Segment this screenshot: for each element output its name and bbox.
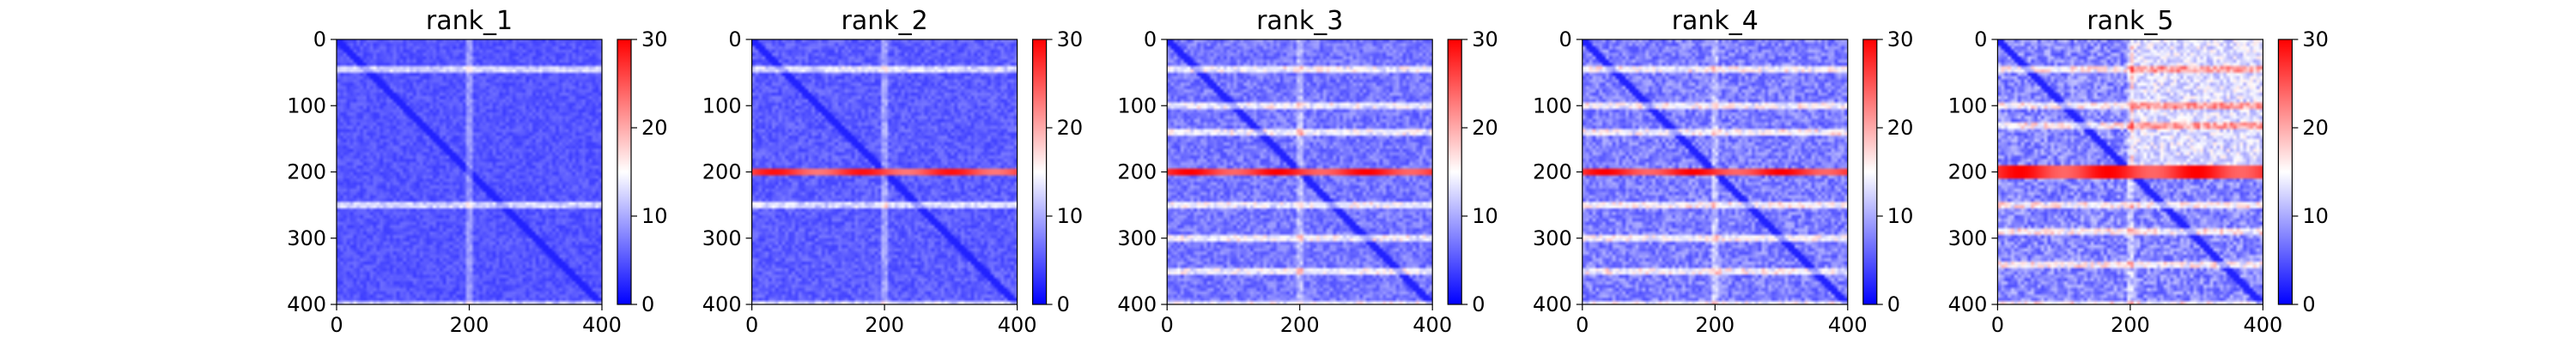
y-tick-label: 400 xyxy=(1948,292,1988,316)
colorbar-tick-label: 0 xyxy=(641,292,654,316)
colorbar-tick-label: 20 xyxy=(2302,116,2329,140)
colorbar-tick-label: 10 xyxy=(641,204,668,228)
x-tick-label: 0 xyxy=(330,313,343,337)
panel-title: rank_3 xyxy=(1256,6,1343,36)
x-tick-label: 200 xyxy=(450,313,489,337)
colorbar xyxy=(1447,39,1462,305)
x-tick-label: 0 xyxy=(1991,313,2004,337)
y-tick-label: 300 xyxy=(287,226,326,250)
y-tick-label: 0 xyxy=(1974,27,1987,51)
colorbar xyxy=(2277,39,2293,305)
colorbar-tick-label: 30 xyxy=(1057,27,1084,51)
x-tick-label: 200 xyxy=(865,313,904,337)
colorbar-tick-label: 10 xyxy=(1057,204,1084,228)
panel-title: rank_1 xyxy=(426,6,513,36)
heatmap-image xyxy=(1167,39,1433,304)
heatmap-image xyxy=(751,39,1018,304)
x-tick-label: 400 xyxy=(582,313,622,337)
heatmap-image xyxy=(1997,39,2263,304)
y-tick-label: 200 xyxy=(702,160,742,184)
colorbar-tick-label: 20 xyxy=(1887,116,1914,140)
y-tick-label: 400 xyxy=(1117,292,1157,316)
x-tick-label: 400 xyxy=(2243,313,2282,337)
x-tick-label: 400 xyxy=(1828,313,1868,337)
panel-title: rank_5 xyxy=(2087,6,2173,36)
x-tick-label: 0 xyxy=(745,313,758,337)
x-tick-label: 0 xyxy=(1161,313,1174,337)
x-tick-label: 200 xyxy=(2111,313,2150,337)
colorbar-tick-label: 30 xyxy=(1472,27,1498,51)
y-tick-label: 200 xyxy=(1533,160,1572,184)
y-tick-label: 300 xyxy=(1533,226,1572,250)
colorbar-tick-label: 20 xyxy=(1057,116,1084,140)
x-tick-label: 200 xyxy=(1280,313,1320,337)
heatmap-image xyxy=(337,39,602,304)
colorbar-tick-label: 0 xyxy=(1472,292,1485,316)
y-tick-label: 400 xyxy=(287,292,326,316)
x-tick-label: 400 xyxy=(998,313,1037,337)
panel-title: rank_4 xyxy=(1672,6,1759,36)
y-tick-label: 0 xyxy=(728,27,741,51)
colorbar xyxy=(617,39,632,305)
y-tick-label: 300 xyxy=(702,226,742,250)
x-tick-label: 400 xyxy=(1413,313,1452,337)
y-tick-label: 100 xyxy=(1948,93,1988,117)
colorbar-tick-label: 10 xyxy=(2302,204,2329,228)
y-tick-label: 200 xyxy=(1117,160,1157,184)
y-tick-label: 400 xyxy=(702,292,742,316)
x-tick-label: 0 xyxy=(1576,313,1589,337)
y-tick-label: 100 xyxy=(287,93,326,117)
panel-title: rank_2 xyxy=(841,6,927,36)
colorbar-tick-label: 20 xyxy=(641,116,668,140)
colorbar-tick-label: 0 xyxy=(2302,292,2315,316)
y-tick-label: 0 xyxy=(1144,27,1157,51)
y-tick-label: 0 xyxy=(1559,27,1572,51)
colorbar-tick-label: 30 xyxy=(641,27,668,51)
y-tick-label: 200 xyxy=(1948,160,1988,184)
colorbar xyxy=(1862,39,1878,305)
colorbar-tick-label: 0 xyxy=(1057,292,1070,316)
colorbar-tick-label: 10 xyxy=(1472,204,1498,228)
y-tick-label: 200 xyxy=(287,160,326,184)
y-tick-label: 100 xyxy=(1533,93,1572,117)
y-tick-label: 100 xyxy=(702,93,742,117)
y-tick-label: 0 xyxy=(313,27,326,51)
colorbar-tick-label: 20 xyxy=(1472,116,1498,140)
y-tick-label: 300 xyxy=(1948,226,1988,250)
y-tick-label: 300 xyxy=(1117,226,1157,250)
x-tick-label: 200 xyxy=(1695,313,1735,337)
colorbar-tick-label: 0 xyxy=(1887,292,1900,316)
colorbar xyxy=(1031,39,1048,305)
colorbar-tick-label: 30 xyxy=(1887,27,1914,51)
y-tick-label: 100 xyxy=(1117,93,1157,117)
colorbar-tick-label: 30 xyxy=(2302,27,2329,51)
colorbar-tick-label: 10 xyxy=(1887,204,1914,228)
y-tick-label: 400 xyxy=(1533,292,1572,316)
heatmap-image xyxy=(1582,39,1848,304)
